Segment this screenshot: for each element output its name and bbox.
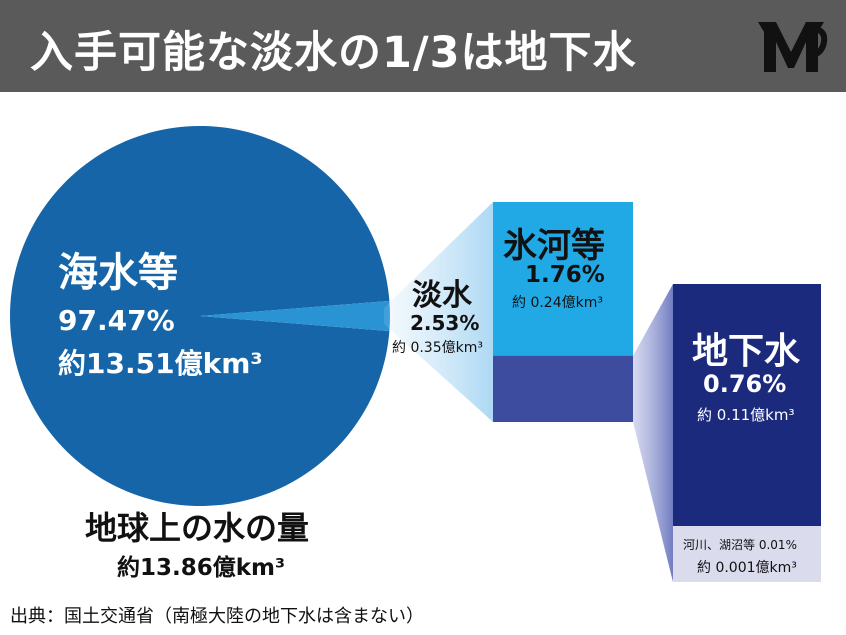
bar-segment-rivers-lakes — [673, 526, 821, 582]
pie-slice-sea-water — [10, 125, 390, 507]
sea-water-volume: 約13.51億km³ — [58, 347, 263, 380]
freshwater-expansion-wedge — [384, 202, 493, 422]
source-note: 出典：国土交通省（南極大陸の地下水は含まない） — [10, 606, 424, 627]
glacier-label: 氷河等 — [503, 226, 605, 266]
groundwater-label: 地下水 — [692, 331, 801, 372]
glacier-percent: 1.76% — [525, 262, 605, 288]
total-water-label: 地球上の水の量 — [85, 509, 310, 547]
groundwater-percent: 0.76% — [703, 370, 787, 398]
groundwater-expansion-wedge — [633, 284, 673, 582]
rivers-lakes-label: 河川、湖沼等 0.01% — [683, 538, 797, 552]
total-water-volume: 約13.86億km³ — [117, 555, 286, 581]
header-bar: 入手可能な淡水の1/3は地下水 — [0, 0, 846, 92]
groundwater-volume: 約 0.11億km³ — [697, 406, 795, 424]
freshwater-percent: 2.53% — [410, 311, 480, 335]
page-title: 入手可能な淡水の1/3は地下水 — [30, 28, 637, 78]
logo-mark-icon — [758, 22, 828, 72]
sea-water-percent: 97.47% — [58, 304, 175, 337]
bar-segment-groundwater-detail — [673, 284, 821, 526]
pie-slice-freshwater — [200, 300, 390, 332]
sea-water-label: 海水等 — [58, 250, 178, 296]
freshwater-label: 淡水 — [412, 278, 472, 313]
freshwater-volume: 約 0.35億km³ — [392, 340, 483, 356]
bar-segment-groundwater — [493, 355, 633, 422]
bar-segment-glacier — [493, 202, 633, 356]
glacier-volume: 約 0.24億km³ — [512, 295, 603, 311]
rivers-lakes-volume: 約 0.001億km³ — [697, 560, 797, 576]
